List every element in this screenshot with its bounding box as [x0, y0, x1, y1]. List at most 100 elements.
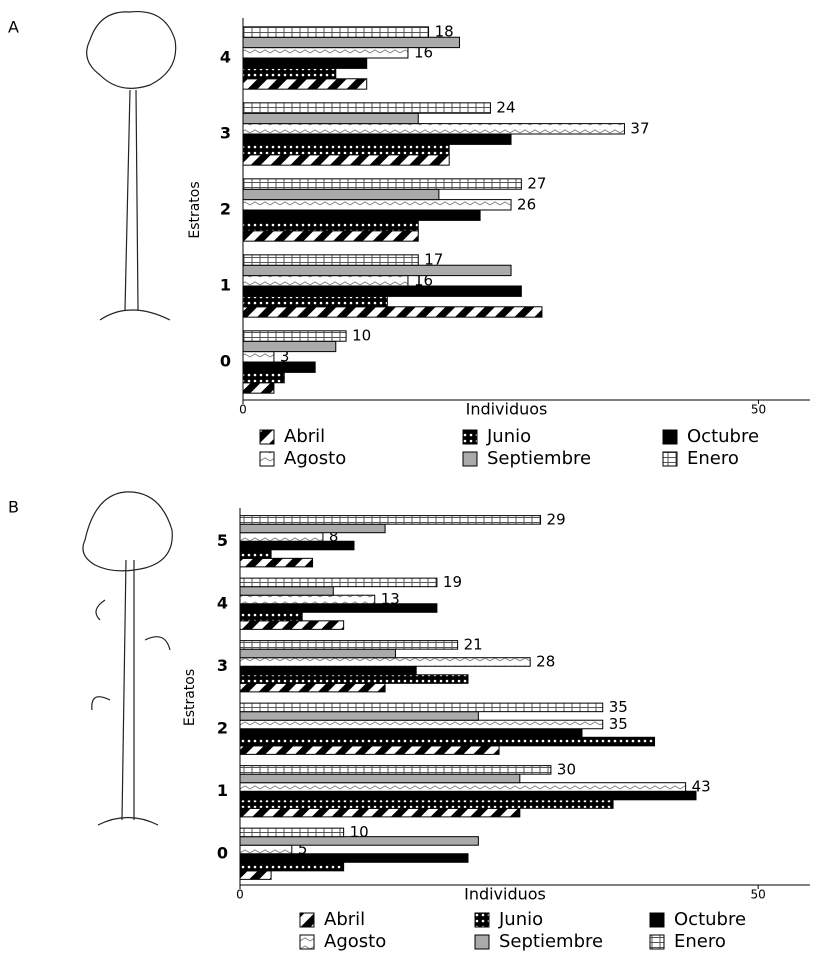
- bar: [239, 745, 500, 755]
- bar: [242, 199, 512, 211]
- tree-illustration: [86, 10, 177, 321]
- legend-label: Septiembre: [487, 448, 591, 469]
- data-label: 17: [424, 251, 443, 269]
- bar: [242, 209, 481, 221]
- legend-label: Enero: [674, 931, 726, 952]
- data-label: 18: [435, 23, 454, 41]
- legend-swatch: [474, 934, 490, 950]
- legend-swatch: [649, 912, 665, 928]
- bar: [239, 728, 583, 738]
- y-tick-label: 5: [217, 531, 228, 550]
- data-label: 29: [547, 510, 566, 528]
- data-label: 35: [609, 715, 628, 733]
- bar: [242, 340, 337, 353]
- y-tick-label: 2: [220, 200, 231, 219]
- data-label: 10: [352, 327, 371, 345]
- bar: [239, 523, 386, 534]
- bar: [239, 657, 531, 667]
- bar: [242, 371, 285, 384]
- legend-swatch: [299, 934, 315, 950]
- legend-swatch: [662, 451, 678, 467]
- bar: [239, 702, 604, 713]
- y-tick-label: 0: [220, 352, 231, 371]
- legend-swatch: [462, 429, 478, 445]
- legend-label: Junio: [498, 909, 543, 930]
- legend-label: Junio: [486, 426, 531, 447]
- data-label: 27: [527, 175, 546, 193]
- bar: [239, 807, 521, 818]
- legend-swatch: [649, 934, 665, 950]
- bar: [242, 178, 522, 190]
- y-tick-label: 4: [220, 48, 231, 67]
- legend-label: Agosto: [284, 448, 346, 469]
- bar: [239, 515, 542, 525]
- bar: [242, 123, 625, 135]
- bar: [239, 648, 396, 659]
- bar: [242, 306, 543, 318]
- y-tick-label: 0: [217, 843, 228, 862]
- legend-label: Abril: [324, 909, 365, 930]
- bar: [239, 782, 687, 792]
- bar: [242, 330, 347, 342]
- bar: [239, 532, 324, 542]
- bar: [242, 275, 409, 287]
- bar: [242, 36, 460, 49]
- y-tick-label: 4: [217, 593, 228, 612]
- bar: [242, 67, 337, 80]
- bar: [242, 219, 419, 232]
- bar: [242, 133, 512, 145]
- bar: [239, 611, 303, 622]
- bar: [242, 351, 275, 363]
- bar: [239, 853, 469, 863]
- bar: [239, 557, 314, 568]
- legend-swatch: [259, 429, 275, 445]
- bar: [239, 674, 469, 684]
- bar: [239, 870, 272, 880]
- data-label: 43: [692, 777, 711, 795]
- bar: [242, 47, 409, 59]
- bar: [242, 57, 368, 69]
- bar: [242, 112, 419, 125]
- bar: [242, 254, 419, 266]
- legend-swatch: [662, 429, 678, 445]
- data-label: 10: [350, 823, 369, 841]
- x-axis-title: Individuos: [466, 400, 548, 419]
- data-label: 24: [496, 99, 515, 117]
- data-label: 37: [630, 119, 649, 137]
- data-label: 30: [557, 760, 576, 778]
- x-tick-label: 50: [751, 403, 766, 417]
- data-label: 35: [609, 698, 628, 716]
- y-tick-label: 1: [217, 781, 228, 800]
- legend-swatch: [299, 912, 315, 928]
- bar: [242, 382, 275, 394]
- bar: [242, 285, 522, 297]
- bar: [242, 188, 440, 201]
- panel-label: A: [8, 18, 19, 37]
- bar: [239, 773, 521, 784]
- bar: [239, 577, 438, 588]
- legend-label: Octubre: [674, 909, 746, 930]
- x-axis-title: Individuos: [464, 885, 546, 904]
- legend-swatch: [474, 912, 490, 928]
- bar: [239, 765, 552, 775]
- x-tick-label: 50: [751, 888, 766, 902]
- bar: [239, 665, 417, 676]
- legend-label: Abril: [284, 426, 325, 447]
- bar: [239, 586, 334, 596]
- y-axis-title: Estratos: [187, 181, 203, 238]
- y-axis-title: Estratos: [182, 669, 198, 726]
- data-label: 26: [517, 195, 536, 213]
- legend-label: Enero: [687, 448, 739, 469]
- bar: [239, 603, 438, 613]
- bar: [242, 295, 388, 308]
- bar: [239, 682, 386, 693]
- data-label: 8: [329, 527, 339, 545]
- bar: [239, 640, 459, 650]
- bar: [239, 736, 656, 747]
- data-label: 19: [443, 573, 462, 591]
- bar: [239, 799, 614, 809]
- y-tick-label: 2: [217, 718, 228, 737]
- legend-label: Agosto: [324, 931, 386, 952]
- data-label: 5: [298, 840, 308, 858]
